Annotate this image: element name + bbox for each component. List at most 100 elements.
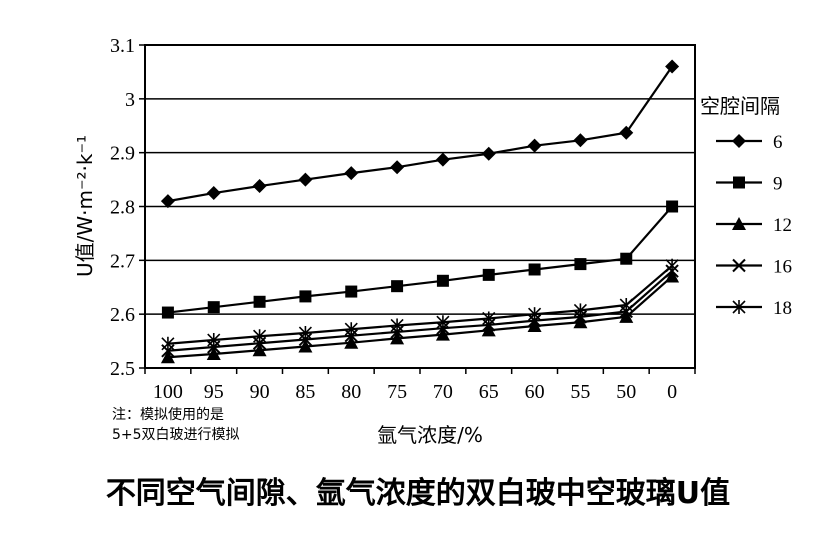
y-tick-label: 3 (125, 89, 135, 111)
data-point (161, 306, 174, 319)
series-layer (160, 59, 680, 364)
data-point (390, 318, 404, 333)
legend-item: 6 (716, 132, 783, 153)
data-point (481, 323, 496, 337)
data-point (207, 301, 220, 314)
x-tick-label: 95 (204, 381, 224, 403)
series-12 (160, 269, 680, 364)
legend-marker (732, 258, 746, 273)
note-line-2: 5+5双白玻进行模拟 (112, 427, 240, 443)
series-line (167, 275, 673, 359)
data-point (481, 146, 496, 161)
legend-item: 12 (716, 215, 792, 236)
data-point (298, 326, 312, 341)
data-point (160, 194, 175, 209)
data-point (573, 303, 587, 318)
data-point (527, 319, 542, 333)
series-18 (161, 258, 679, 351)
y-tick-label: 2.6 (110, 304, 135, 326)
data-point (206, 347, 221, 361)
x-tick-label: 60 (525, 381, 545, 403)
data-point (252, 343, 267, 357)
x-tick-label: 55 (570, 381, 590, 403)
y-tick-label: 2.5 (110, 358, 135, 380)
x-tick-label: 80 (341, 381, 361, 403)
note: 注：模拟使用的是 5+5双白玻进行模拟 (112, 405, 240, 445)
x-tick-label: 50 (616, 381, 636, 403)
legend-title: 空腔间隔 (700, 94, 780, 118)
y-tick-label: 2.9 (110, 143, 135, 165)
data-point (207, 333, 221, 348)
y-tick-label: 2.7 (110, 250, 135, 272)
data-point (528, 263, 541, 276)
data-point (665, 258, 679, 273)
y-axis-label: U值/W·m⁻²·k⁻¹ (73, 135, 97, 277)
data-point (298, 339, 313, 353)
x-tick-label: 90 (250, 381, 270, 403)
x-tick-label: 65 (479, 381, 499, 403)
data-point (619, 125, 634, 140)
legend-label: 16 (773, 257, 792, 278)
data-point (527, 138, 542, 153)
legend-item: 18 (716, 298, 792, 319)
legend: 空腔间隔 6 9 12 16 18 (700, 94, 792, 319)
data-point (344, 166, 359, 181)
data-point (619, 309, 634, 323)
data-point (344, 335, 359, 349)
data-point (665, 269, 680, 283)
y-axis-ticks: 2.5 2.6 2.7 2.8 2.9 3 3.1 (110, 35, 145, 380)
data-point (206, 186, 221, 201)
legend-label: 9 (773, 174, 783, 195)
legend-marker (733, 176, 745, 189)
x-axis-label: 氩气浓度/% (377, 423, 483, 447)
data-point (298, 172, 313, 187)
data-point (482, 311, 496, 326)
legend-label: 12 (773, 215, 792, 236)
legend-item: 16 (716, 257, 792, 278)
footer-title: 不同空气间隙、氩气浓度的双白玻中空玻璃U值 (105, 476, 731, 511)
x-tick-label: 0 (667, 381, 677, 403)
y-tick-label: 3.1 (110, 35, 135, 57)
x-tick-label: 100 (153, 381, 183, 403)
data-point (253, 329, 267, 344)
series-9 (161, 200, 679, 319)
legend-marker (732, 217, 746, 230)
data-point (436, 315, 450, 330)
data-point (345, 285, 358, 298)
series-line (167, 264, 673, 345)
data-point (390, 160, 405, 175)
data-point (161, 336, 175, 351)
data-point (344, 322, 358, 337)
legend-label: 6 (773, 132, 783, 153)
x-tick-label: 70 (433, 381, 453, 403)
series-16 (161, 264, 679, 358)
data-point (253, 295, 266, 308)
data-point (665, 59, 680, 74)
data-point (436, 274, 449, 287)
gridlines (145, 98, 695, 315)
data-point (482, 268, 495, 281)
data-point (299, 290, 312, 303)
note-line-1: 注：模拟使用的是 (112, 407, 224, 423)
legend-marker (732, 134, 746, 148)
data-point (435, 327, 450, 341)
data-point (620, 252, 633, 265)
legend-marker (732, 300, 746, 314)
x-axis-ticks: 100 95 90 85 80 75 70 65 60 55 50 0 (144, 368, 696, 403)
series-line (167, 65, 673, 203)
x-tick-label: 75 (387, 381, 407, 403)
data-point (573, 133, 588, 148)
data-point (528, 307, 542, 322)
series-line (167, 270, 673, 352)
data-point (391, 280, 404, 293)
data-point (390, 331, 405, 345)
legend-item: 9 (716, 174, 783, 195)
data-point (252, 179, 267, 194)
legend-label: 18 (773, 298, 792, 319)
data-point (160, 350, 175, 364)
y-tick-label: 2.8 (110, 197, 135, 219)
series-line (167, 205, 673, 314)
data-point (574, 258, 587, 271)
data-point (573, 315, 588, 329)
